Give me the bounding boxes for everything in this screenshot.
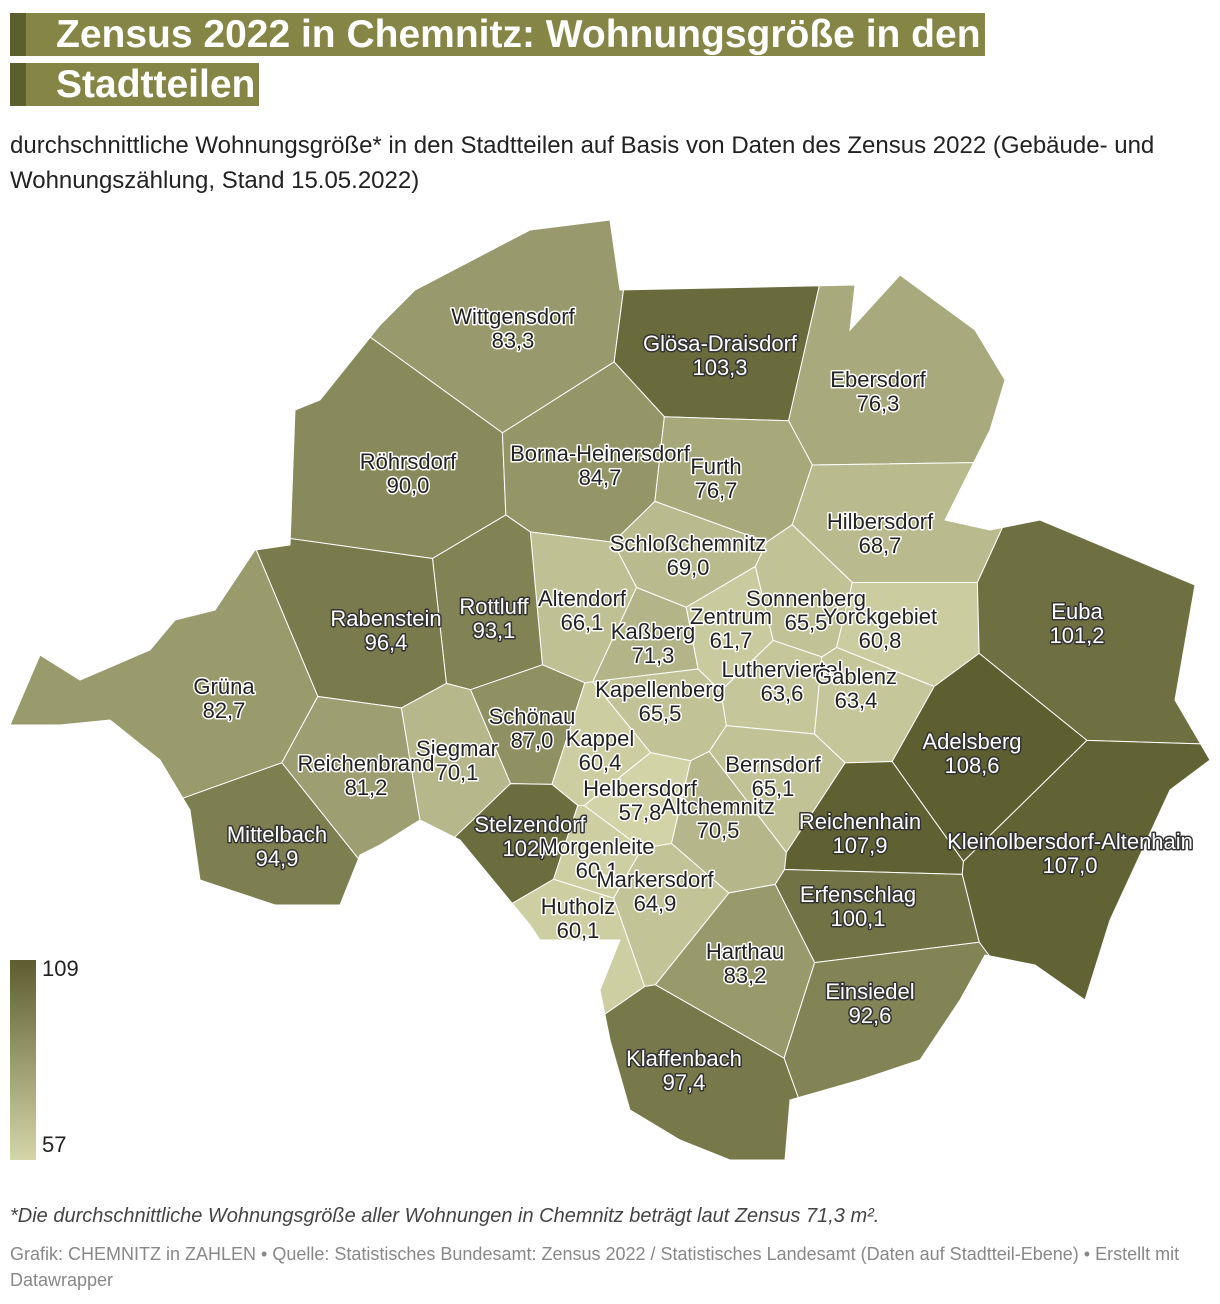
district-name: Kleinolbersdorf-Altenhain (947, 829, 1193, 854)
district-value: 60,1 (557, 918, 600, 943)
district-value: 68,7 (859, 533, 902, 558)
district-name: Schloßchemnitz (610, 531, 767, 556)
district-name: Hutholz (541, 894, 616, 919)
district (783, 941, 991, 1099)
district-name: Kapellenberg (595, 677, 725, 702)
district (511, 878, 646, 1016)
district-value: 65,1 (752, 776, 795, 801)
district-value: 60,4 (579, 750, 622, 775)
district-value: 60,8 (859, 628, 902, 653)
district-value: 63,4 (835, 688, 878, 713)
district-name: Reichenbrand (298, 751, 435, 776)
source: Grafik: CHEMNITZ in ZAHLEN • Quelle: Sta… (10, 1244, 1180, 1290)
district-name: Mittelbach (227, 822, 327, 847)
title: Zensus 2022 in Chemnitz: Wohnungsgröße i… (10, 10, 1040, 110)
district-name: Altendorf (538, 586, 627, 611)
district-name: Glösa-Draisdorf (643, 331, 798, 356)
district-name: Ebersdorf (830, 367, 926, 392)
district-name: Kaßberg (611, 619, 695, 644)
district-value: 102,4 (502, 836, 557, 861)
district-value: 66,1 (561, 610, 604, 635)
district-name: Schönau (489, 704, 576, 729)
district-value: 87,0 (511, 728, 554, 753)
district-name: Reichenhain (799, 809, 921, 834)
district-value: 93,1 (473, 618, 516, 643)
district-name: Wittgensdorf (451, 304, 575, 329)
district-value: 65,5 (639, 701, 682, 726)
district-name: Harthau (706, 939, 784, 964)
district-name: Lutherviertel (721, 657, 842, 682)
district-name: Furth (690, 454, 741, 479)
district (604, 984, 799, 1161)
note: *Die durchschnittliche Wohnungsgröße all… (10, 1205, 880, 1227)
subtitle: durchschnittliche Wohnungsgröße* in den … (10, 132, 1155, 194)
district (182, 762, 360, 906)
legend-gradient (10, 960, 36, 1160)
title-text: Zensus 2022 in Chemnitz: Wohnungsgröße i… (10, 13, 985, 106)
district-value: 70,5 (697, 818, 740, 843)
district-name: Sonnenberg (746, 586, 866, 611)
district-name: Grüna (193, 674, 255, 699)
district (9, 549, 319, 799)
district-name: Euba (1051, 599, 1103, 624)
legend-max: 109 (42, 956, 79, 981)
district-value: 96,4 (365, 630, 408, 655)
district-name: Altchemnitz (661, 794, 775, 819)
district-value: 94,9 (256, 846, 299, 871)
district-value: 101,2 (1049, 623, 1104, 648)
district-value: 92,6 (849, 1003, 892, 1028)
district-name: Rottluff (459, 594, 529, 619)
district-name: Borna-Heinersdorf (510, 441, 691, 466)
regions (9, 219, 1211, 1161)
legend-min: 57 (42, 1132, 66, 1157)
district-name: Helbersdorf (583, 776, 698, 801)
district-value: 57,8 (619, 800, 662, 825)
district-name: Einsiedel (825, 979, 914, 1004)
district-value: 81,2 (345, 775, 388, 800)
district-value: 82,7 (203, 698, 246, 723)
district-value: 76,7 (695, 478, 738, 503)
district-name: Adelsberg (922, 729, 1021, 754)
district-value: 76,3 (857, 391, 900, 416)
district-name: Morgenleite (540, 834, 655, 859)
district-value: 107,0 (1042, 853, 1097, 878)
district (961, 739, 1211, 1001)
district-value: 108,6 (944, 753, 999, 778)
district-name: Klaffenbach (626, 1046, 742, 1071)
district-value: 71,3 (632, 643, 675, 668)
district-value: 70,1 (436, 760, 479, 785)
district-name: Kappel (566, 726, 635, 751)
district-name: Zentrum (690, 604, 772, 629)
district-value: 100,1 (830, 906, 885, 931)
district-value: 63,6 (761, 681, 804, 706)
district-value: 64,9 (634, 891, 677, 916)
district-value: 65,5 (785, 610, 828, 635)
district-value: 97,4 (663, 1070, 706, 1095)
district-name: Bernsdorf (725, 752, 821, 777)
district-value: 61,7 (710, 628, 753, 653)
district-value: 83,3 (492, 328, 535, 353)
district-name: Yorckgebiet (823, 604, 937, 629)
district-value: 69,0 (667, 555, 710, 580)
district-value: 90,0 (387, 473, 430, 498)
district-value: 103,3 (692, 355, 747, 380)
district-value: 107,9 (832, 833, 887, 858)
district-name: Hilbersdorf (827, 509, 934, 534)
district-name: Röhrsdorf (360, 449, 457, 474)
district-value: 84,7 (579, 465, 622, 490)
district-name: Markersdorf (596, 867, 714, 892)
district-name: Rabenstein (330, 606, 441, 631)
district-value: 83,2 (724, 963, 767, 988)
district-name: Siegmar (416, 736, 498, 761)
district-value: 60,1 (576, 858, 619, 883)
district-name: Gablenz (815, 664, 897, 689)
district-name: Stelzendorf (474, 812, 586, 837)
district-name: Erfenschlag (800, 882, 916, 907)
